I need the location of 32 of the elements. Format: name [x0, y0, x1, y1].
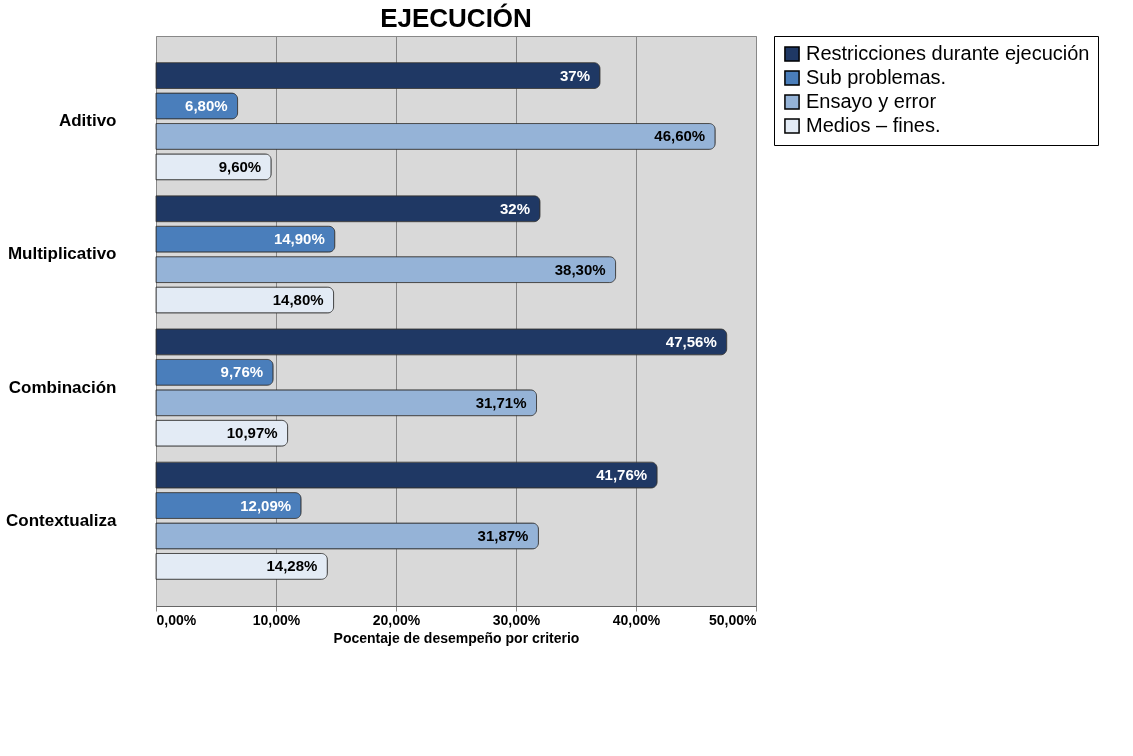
data-label: 31,87%: [477, 526, 529, 544]
data-label: 41,76%: [596, 466, 648, 484]
data-label: 47,56%: [665, 332, 717, 350]
data-label: 37%: [559, 66, 590, 84]
data-label: 31,71%: [475, 393, 527, 411]
y-tick-label: Contextualiza: [5, 510, 118, 530]
data-label: 12,09%: [240, 496, 292, 514]
chart-title: EJECUCIÓN: [380, 2, 532, 33]
legend-label: Restricciones durante ejecución: [806, 42, 1090, 64]
x-tick-label: 50,00%: [709, 611, 758, 628]
data-label: 14,90%: [273, 230, 325, 248]
x-tick-label: 20,00%: [372, 611, 421, 628]
legend-label: Medios – fines.: [806, 114, 941, 136]
data-label: 46,60%: [654, 127, 706, 145]
x-tick-label: 10,00%: [252, 611, 301, 628]
y-tick-label: Multiplicativo: [7, 244, 117, 264]
data-label: 38,30%: [554, 260, 606, 278]
data-label: 14,28%: [266, 557, 318, 575]
x-tick-label: 40,00%: [612, 611, 661, 628]
data-label: 14,80%: [272, 291, 324, 309]
x-tick-label: 0,00%: [156, 611, 197, 628]
legend-label: Ensayo y error: [806, 90, 937, 112]
y-tick-label: Combinación: [8, 377, 117, 397]
data-label: 32%: [499, 199, 530, 217]
data-label: 6,80%: [185, 97, 228, 115]
x-tick-label: 30,00%: [492, 611, 541, 628]
x-axis-title: Pocentaje de desempeño por criterio: [333, 629, 580, 646]
legend-label: Sub problemas.: [806, 66, 947, 88]
data-label: 9,76%: [220, 363, 264, 381]
data-label: 9,60%: [218, 157, 262, 175]
data-label: 10,97%: [226, 424, 278, 442]
y-tick-label: Aditivo: [58, 111, 117, 131]
